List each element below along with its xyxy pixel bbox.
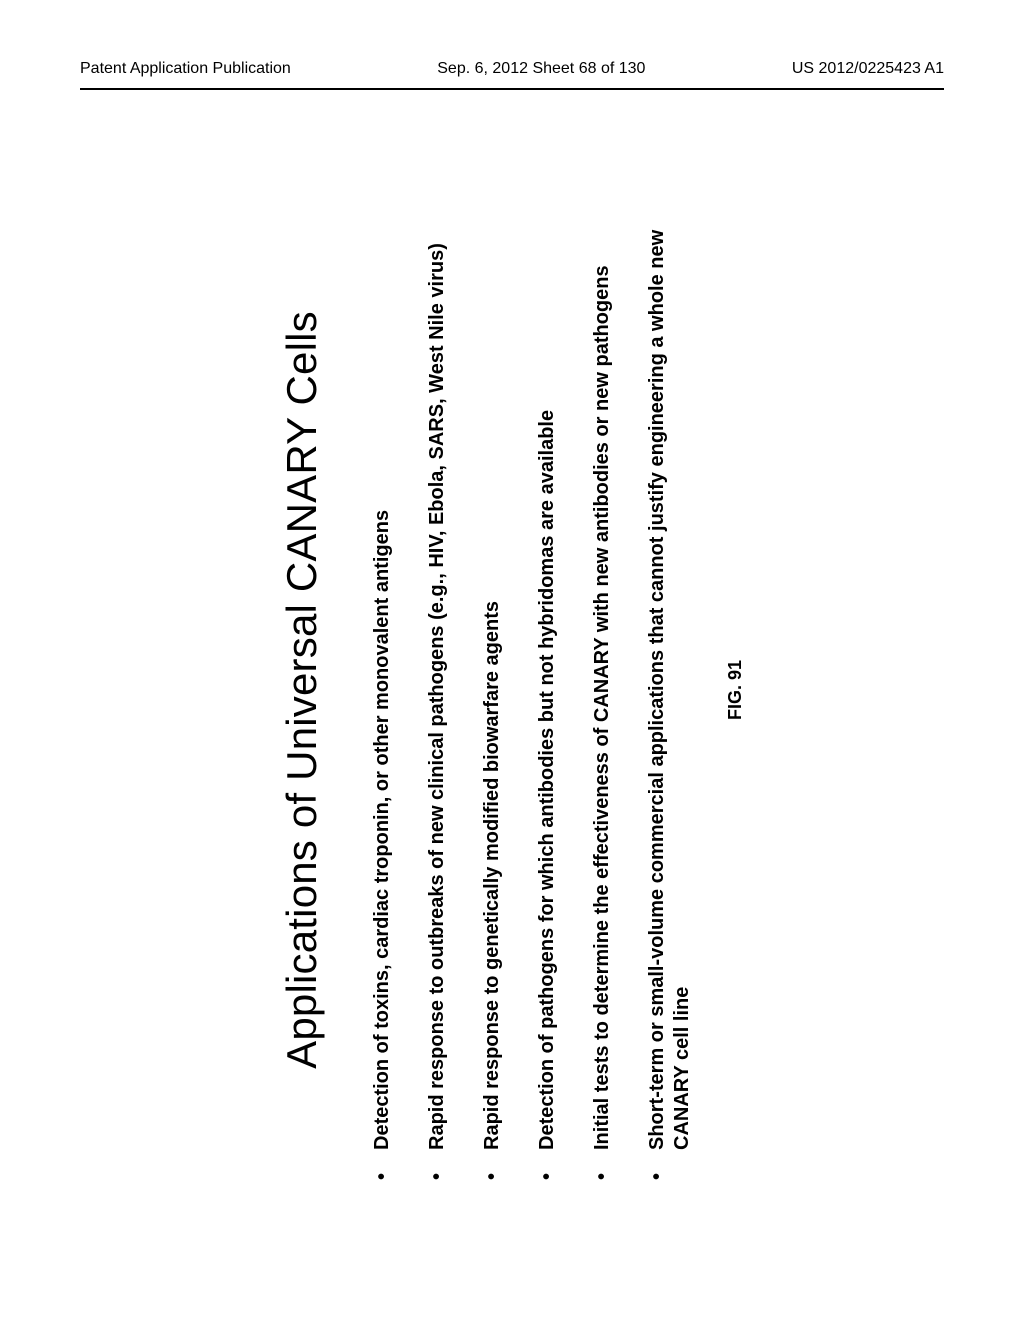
page-header: Patent Application Publication Sep. 6, 2… — [0, 60, 1024, 78]
bullet-item: Detection of toxins, cardiac troponin, o… — [370, 194, 395, 1186]
figure-label: FIG. 91 — [725, 170, 746, 1210]
bullet-item: Detection of pathogens for which antibod… — [535, 194, 560, 1186]
header-right-text: US 2012/0225423 A1 — [792, 60, 944, 78]
bullet-list: Detection of toxins, cardiac troponin, o… — [370, 170, 695, 1210]
header-divider — [80, 88, 944, 90]
bullet-item: Short-term or small-volume commercial ap… — [645, 194, 695, 1186]
bullet-item: Rapid response to genetically modified b… — [480, 194, 505, 1186]
bullet-item: Initial tests to determine the effective… — [590, 194, 615, 1186]
patent-page: Patent Application Publication Sep. 6, 2… — [0, 0, 1024, 1320]
slide-title: Applications of Universal CANARY Cells — [278, 170, 326, 1210]
bullet-item: Rapid response to outbreaks of new clini… — [425, 194, 450, 1186]
header-left-text: Patent Application Publication — [80, 60, 291, 78]
slide-content: Applications of Universal CANARY Cells D… — [278, 170, 746, 1210]
header-center-text: Sep. 6, 2012 Sheet 68 of 130 — [437, 60, 645, 78]
